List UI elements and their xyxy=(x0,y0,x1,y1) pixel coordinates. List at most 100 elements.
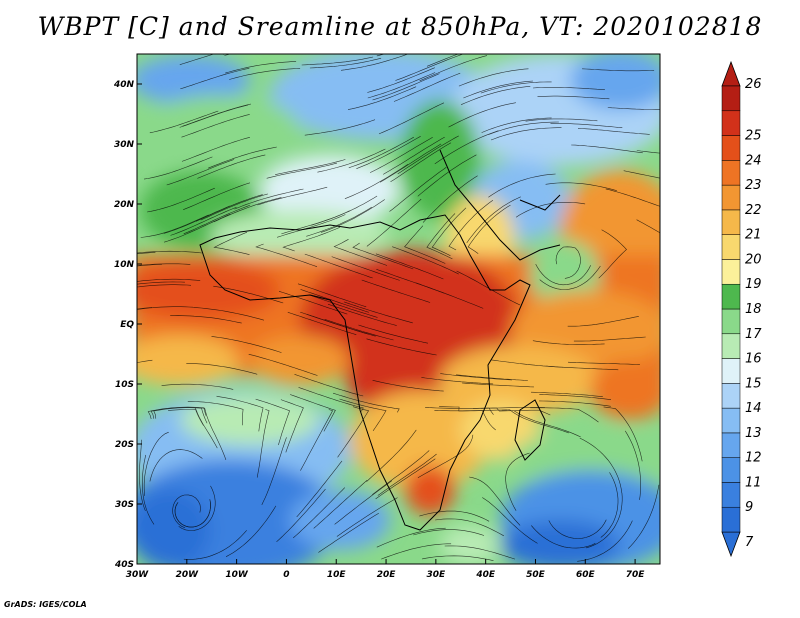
streamline xyxy=(337,406,370,458)
colorbar-label: 13 xyxy=(745,426,762,441)
streamline xyxy=(439,406,507,412)
streamline xyxy=(515,202,586,218)
colorbar-bin xyxy=(721,283,741,310)
streamline xyxy=(290,394,336,432)
streamline xyxy=(181,137,250,162)
colorbar-label: 19 xyxy=(745,277,762,292)
streamline xyxy=(555,246,581,279)
streamline xyxy=(505,452,530,511)
lat-tick-label: 30N xyxy=(114,140,135,150)
streamline xyxy=(147,406,207,420)
streamline xyxy=(257,186,328,206)
streamline xyxy=(186,363,258,375)
streamline xyxy=(372,450,430,495)
streamline xyxy=(149,449,203,482)
lon-tick-label: 30W xyxy=(126,570,150,580)
streamline xyxy=(448,102,516,128)
lat-tick-label: 40S xyxy=(114,560,134,570)
streamline xyxy=(188,407,227,460)
streamline xyxy=(627,484,660,549)
streamline xyxy=(225,505,277,557)
streamline xyxy=(137,252,156,255)
colorbar-bin xyxy=(721,308,741,335)
colorbar-label: 15 xyxy=(745,376,762,391)
streamline xyxy=(530,407,599,423)
streamline xyxy=(300,409,334,471)
colorbar-bin xyxy=(721,85,741,112)
colorbar-label: 14 xyxy=(745,401,762,416)
lon-tick-label: 10W xyxy=(225,570,249,580)
streamline xyxy=(482,497,538,544)
streamline xyxy=(266,162,338,179)
colorbar-bin xyxy=(721,234,741,260)
streamline xyxy=(545,182,617,191)
streamline xyxy=(137,359,153,363)
streamline xyxy=(607,107,660,110)
streamline xyxy=(164,213,231,243)
streamline xyxy=(501,409,570,434)
streamline xyxy=(392,246,459,275)
lon-tick-label: 70E xyxy=(626,570,646,580)
streamline xyxy=(296,460,343,518)
streamline xyxy=(448,199,494,251)
streamline xyxy=(440,373,513,381)
streamline xyxy=(469,476,521,526)
streamline xyxy=(537,95,610,100)
streamline xyxy=(466,196,521,244)
colorbar-label: 20 xyxy=(745,252,762,267)
streamline xyxy=(397,135,459,175)
streamline xyxy=(395,54,463,81)
streamline xyxy=(579,437,622,493)
streamline xyxy=(603,406,643,462)
colorbar-label: 11 xyxy=(745,475,762,490)
streamline xyxy=(248,354,318,376)
streamline xyxy=(488,173,556,198)
streamline xyxy=(331,256,400,281)
streamline xyxy=(161,383,234,390)
colorbar-max-arrow xyxy=(721,60,741,87)
colorbar-label: 17 xyxy=(745,327,762,342)
streamline xyxy=(278,291,348,315)
streamline xyxy=(344,164,409,199)
streamline xyxy=(324,319,394,341)
streamline xyxy=(352,242,414,270)
streamline xyxy=(461,382,534,388)
streamline xyxy=(539,400,611,407)
lon-tick-label: 20E xyxy=(377,570,397,580)
colorbar-bin xyxy=(721,259,741,285)
streamline xyxy=(413,529,485,536)
streamline xyxy=(180,68,250,90)
streamline xyxy=(311,195,378,226)
streamline xyxy=(573,336,646,342)
streamline xyxy=(211,336,282,353)
streamline xyxy=(318,513,379,553)
streamline xyxy=(137,283,138,285)
streamline xyxy=(376,54,386,57)
lon-tick-label: 50E xyxy=(526,570,546,580)
streamline xyxy=(207,146,277,169)
streamline xyxy=(137,264,162,267)
streamline xyxy=(309,57,382,69)
streamline xyxy=(366,429,417,482)
streamline xyxy=(178,485,216,531)
streamline xyxy=(137,302,138,303)
streamline xyxy=(375,253,444,280)
streamline xyxy=(426,54,460,67)
streamline xyxy=(193,307,264,321)
streamline xyxy=(213,285,284,304)
streamline xyxy=(372,380,444,392)
lat-tick-label: 10S xyxy=(115,380,134,390)
streamline xyxy=(183,530,247,560)
streamline xyxy=(525,118,598,122)
lon-tick-label: 20W xyxy=(176,570,200,580)
streamline xyxy=(168,409,218,449)
streamline xyxy=(358,324,429,344)
streamline xyxy=(415,282,484,309)
streamline xyxy=(153,407,208,424)
streamline xyxy=(417,154,477,197)
streamline xyxy=(367,72,436,99)
streamline xyxy=(378,102,445,135)
streamline xyxy=(294,374,364,397)
lon-tick-label: 60E xyxy=(576,570,596,580)
